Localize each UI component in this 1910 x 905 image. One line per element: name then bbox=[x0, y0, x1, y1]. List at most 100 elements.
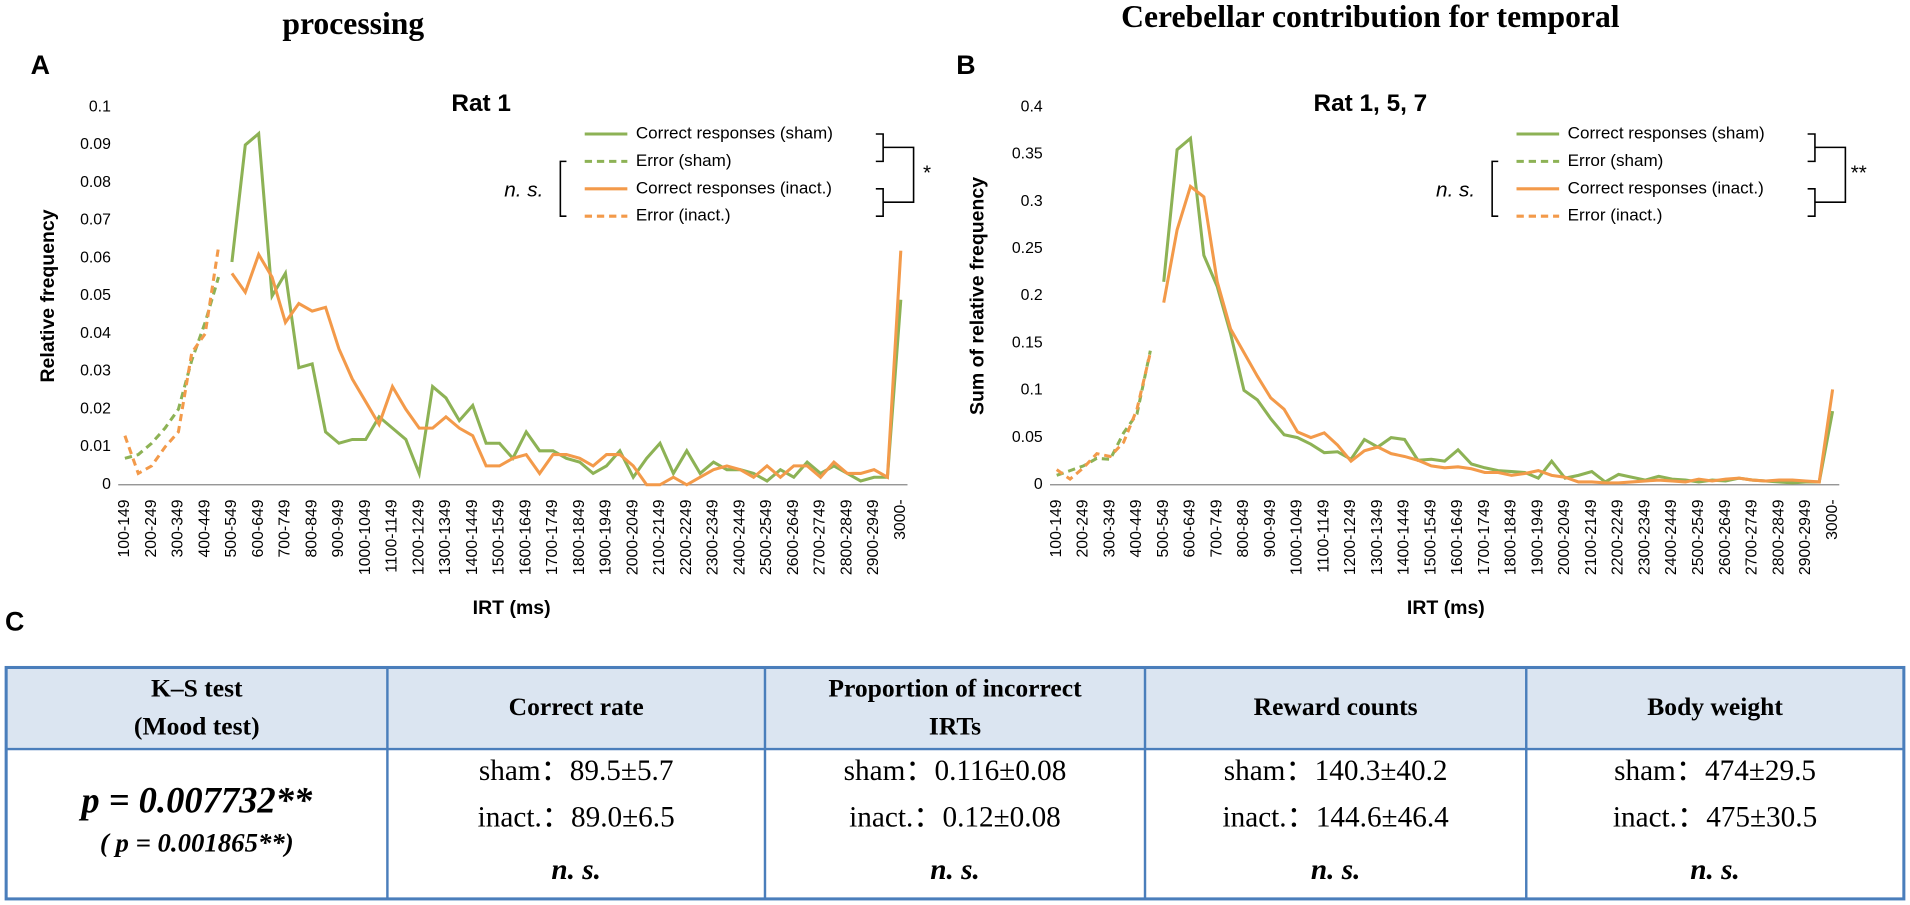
legend-label: Correct responses (inact.) bbox=[636, 178, 832, 197]
panel-label: C bbox=[5, 607, 24, 637]
x-tick-label: 1200-1249 bbox=[1342, 499, 1359, 575]
bracket bbox=[875, 188, 884, 217]
x-tick-label: 2100-2149 bbox=[1583, 499, 1600, 575]
x-tick-label: 2000-2049 bbox=[624, 499, 641, 575]
y-tick-label: 0.3 bbox=[1021, 193, 1043, 210]
table-cell: sham：140.3±40.2 bbox=[1224, 755, 1448, 787]
x-tick-label: 2700-2749 bbox=[812, 499, 829, 575]
table-header: Reward counts bbox=[1254, 692, 1418, 721]
y-tick-label: 0.05 bbox=[80, 287, 111, 304]
y-tick-label: 0.25 bbox=[1012, 240, 1043, 257]
legend-label: Correct responses (sham) bbox=[636, 123, 833, 142]
x-tick-label: 2200-2249 bbox=[678, 499, 695, 575]
bracket bbox=[1814, 146, 1847, 203]
table-border bbox=[4, 665, 1906, 901]
legend-label: Error (sham) bbox=[636, 151, 732, 170]
x-tick-label: 300-349 bbox=[1101, 499, 1118, 557]
table-cell: sham：0.116±0.08 bbox=[844, 755, 1067, 787]
table-cell: ( p = 0.001865**) bbox=[100, 827, 294, 857]
y-tick-label: 0.15 bbox=[1012, 334, 1043, 351]
x-tick-label: 1300-1349 bbox=[437, 499, 454, 575]
x-tick-label: 1700-1749 bbox=[544, 499, 561, 575]
x-tick-label: 400-449 bbox=[1128, 499, 1145, 557]
y-tick-label: 0.04 bbox=[80, 325, 111, 342]
x-tick-label: 900-949 bbox=[1262, 499, 1279, 557]
x-axis-label: IRT (ms) bbox=[473, 597, 551, 619]
x-tick-label: 1900-1949 bbox=[598, 499, 615, 575]
y-tick-label: 0.08 bbox=[80, 174, 111, 191]
annotation: n. s. bbox=[1436, 179, 1475, 202]
table-header: IRTs bbox=[929, 711, 981, 740]
y-tick-label: 0 bbox=[102, 476, 111, 493]
x-tick-label: 800-849 bbox=[303, 499, 320, 557]
chart-title: Rat 1 bbox=[451, 90, 511, 117]
x-tick-label: 500-549 bbox=[223, 499, 240, 557]
table-cell: sham：89.5±5.7 bbox=[479, 755, 674, 787]
y-tick-label: 0 bbox=[1034, 476, 1043, 493]
y-tick-label: 0.1 bbox=[89, 98, 111, 115]
table-header: Body weight bbox=[1647, 692, 1783, 721]
panel-label: B bbox=[956, 50, 975, 80]
x-tick-label: 2300-2349 bbox=[705, 499, 722, 575]
series-line bbox=[1056, 350, 1152, 477]
x-tick-label: 2600-2649 bbox=[1717, 499, 1734, 575]
x-tick-label: 2100-2149 bbox=[651, 499, 668, 575]
table-cell: inact.：144.6±46.4 bbox=[1223, 801, 1450, 833]
x-tick-label: 2700-2749 bbox=[1744, 499, 1761, 575]
x-tick-label: 1900-1949 bbox=[1529, 499, 1546, 575]
y-tick-label: 0.07 bbox=[80, 212, 111, 229]
x-tick-label: 1400-1449 bbox=[1396, 499, 1413, 575]
x-tick-label: 200-249 bbox=[143, 499, 160, 557]
y-tick-label: 0.1 bbox=[1021, 382, 1043, 399]
x-tick-label: 2500-2549 bbox=[758, 499, 775, 575]
legend-label: Error (sham) bbox=[1568, 151, 1664, 170]
x-tick-label: 600-649 bbox=[250, 499, 267, 557]
x-tick-label: 2600-2649 bbox=[785, 499, 802, 575]
x-tick-label: 1600-1649 bbox=[517, 499, 534, 575]
series-line bbox=[230, 250, 903, 487]
table-header: K–S test bbox=[151, 674, 243, 703]
panel-label: A bbox=[31, 50, 50, 80]
x-tick-label: 300-349 bbox=[170, 499, 187, 557]
y-tick-label: 0.4 bbox=[1021, 98, 1043, 115]
bracket bbox=[559, 160, 567, 217]
bracket bbox=[1807, 188, 1816, 217]
x-tick-label: 500-549 bbox=[1155, 499, 1172, 557]
x-tick-label: 800-849 bbox=[1235, 499, 1252, 557]
series-line bbox=[230, 130, 903, 483]
x-tick-label: 1500-1549 bbox=[491, 499, 508, 575]
legend-label: Correct responses (inact.) bbox=[1568, 178, 1764, 197]
series-line bbox=[123, 246, 221, 476]
table-header: (Mood test) bbox=[134, 711, 260, 740]
x-tick-label: 200-249 bbox=[1075, 499, 1092, 557]
bracket bbox=[883, 146, 915, 203]
y-tick-label: 0.01 bbox=[80, 438, 111, 455]
x-tick-label: 1500-1549 bbox=[1422, 499, 1439, 575]
x-tick-label: 2800-2849 bbox=[1770, 499, 1787, 575]
y-tick-label: 0.03 bbox=[80, 363, 111, 380]
x-tick-label: 2900-2949 bbox=[1797, 499, 1814, 575]
figure-title: processing bbox=[282, 6, 424, 41]
y-tick-label: 0.09 bbox=[80, 136, 111, 153]
table-cell: sham：474±29.5 bbox=[1614, 755, 1816, 787]
x-tick-label: 3000- bbox=[892, 499, 909, 539]
y-tick-label: 0.06 bbox=[80, 249, 111, 266]
x-tick-label: 2900-2949 bbox=[865, 499, 882, 575]
series-line bbox=[124, 276, 220, 460]
x-tick-label: 100-149 bbox=[116, 499, 133, 557]
x-tick-label: 1600-1649 bbox=[1449, 499, 1466, 575]
y-tick-label: 0.05 bbox=[1012, 429, 1043, 446]
x-tick-label: 600-649 bbox=[1182, 499, 1199, 557]
chart-title: Rat 1, 5, 7 bbox=[1313, 90, 1427, 117]
x-tick-label: 2300-2349 bbox=[1637, 499, 1654, 575]
table-header: Correct rate bbox=[509, 692, 644, 721]
x-tick-label: 1000-1049 bbox=[357, 499, 374, 575]
bracket bbox=[1807, 133, 1816, 163]
x-tick-label: 3000- bbox=[1824, 499, 1841, 539]
x-tick-label: 900-949 bbox=[330, 499, 347, 557]
annotation: n. s. bbox=[504, 179, 543, 202]
legend-label: Correct responses (sham) bbox=[1568, 123, 1765, 142]
y-tick-label: 0.2 bbox=[1021, 287, 1043, 304]
legend-label: Error (inact.) bbox=[636, 206, 731, 225]
